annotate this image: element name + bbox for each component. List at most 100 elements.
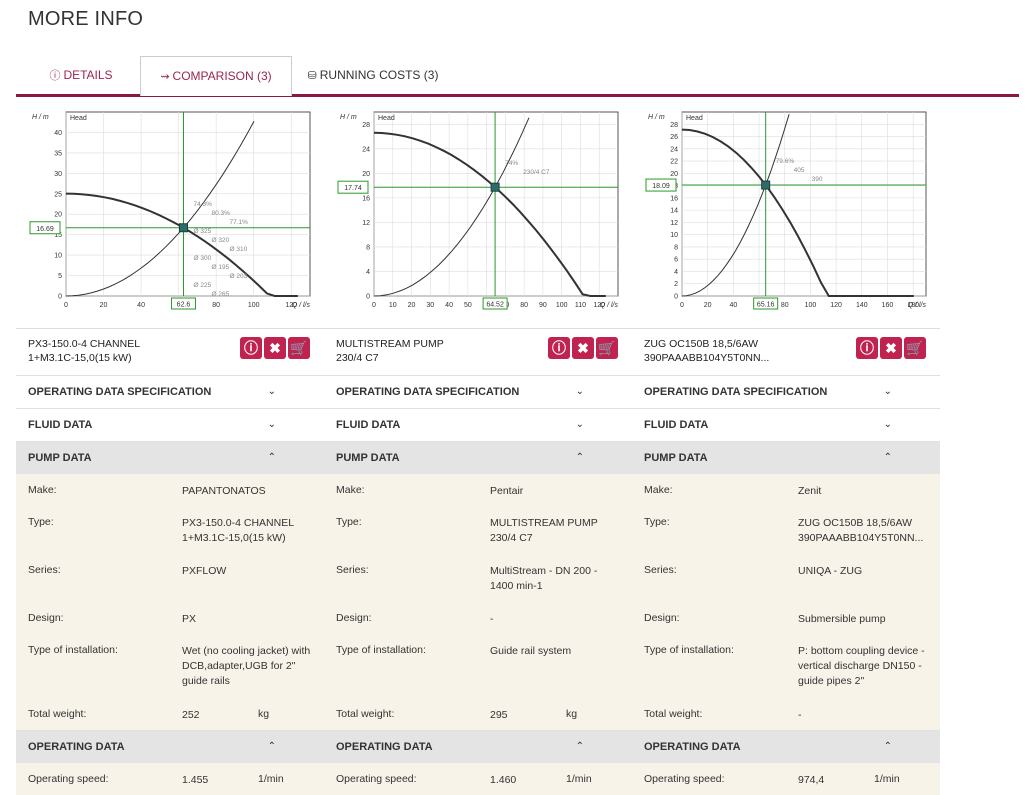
cart-button[interactable]: 🛒 <box>596 337 618 359</box>
x-tick-label: 80 <box>520 302 528 309</box>
field-value: Guide rail system <box>490 644 632 674</box>
y-tick-label: 2 <box>674 281 678 288</box>
operating-point <box>761 180 771 190</box>
section-operating-spec[interactable]: OPERATING DATA SPECIFICATION ⌄ <box>324 375 632 408</box>
curve-annotation: 405 <box>794 167 805 174</box>
chevron-down-icon: ⌄ <box>883 419 892 430</box>
row-design: Design: PX <box>16 602 324 634</box>
tab-comparison[interactable]: ⇝ COMPARISON (3) <box>140 56 292 96</box>
y-tick-label: 4 <box>366 269 370 276</box>
field-value: 1.455 <box>182 774 209 786</box>
section-label: PUMP DATA <box>336 452 400 464</box>
field-value: 974,4 <box>798 774 825 786</box>
row-series: Series: MultiStream - DN 200 - 1400 min-1 <box>324 554 632 602</box>
y-axis-label: H / m <box>340 114 357 121</box>
section-operating-spec[interactable]: OPERATING DATA SPECIFICATION ⌄ <box>16 375 324 408</box>
section-fluid[interactable]: FLUID DATA ⌄ <box>324 408 632 441</box>
install-line1: P: bottom coupling device - <box>798 645 925 657</box>
op-h-label: 17.74 <box>344 185 362 192</box>
field-label: Series: <box>644 564 677 576</box>
row-installation: Type of installation: Wet (no cooling jac… <box>16 634 324 698</box>
tab-comparison-label: COMPARISON (3) <box>172 69 272 83</box>
row-make: Make: Pentair <box>324 474 632 506</box>
row-speed: Operating speed: 1.460 1/min <box>324 763 632 795</box>
info-button[interactable]: ⓘ <box>240 337 262 359</box>
type-line1: ZUG OC150B 18,5/6AW <box>798 517 912 529</box>
head-curve <box>681 128 914 297</box>
field-value: Zenit <box>798 485 822 497</box>
type-line2: 1+M3.1C-15,0(15 kW) <box>182 532 286 544</box>
curve-annotation: 77.1% <box>229 219 248 226</box>
section-pump[interactable]: PUMP DATA ⌃ <box>324 441 632 474</box>
tab-details[interactable]: ⓘ DETAILS <box>26 56 136 94</box>
y-tick-label: 0 <box>366 294 370 301</box>
x-tick-label: 100 <box>556 302 568 309</box>
section-fluid[interactable]: FLUID DATA ⌄ <box>632 408 940 441</box>
pump-name: MULTISTREAM PUMP 230/4 C7 <box>336 337 536 365</box>
x-tick-label: 0 <box>64 302 68 309</box>
cart-button[interactable]: 🛒 <box>288 337 310 359</box>
field-value: P: bottom coupling device - vertical disc… <box>798 644 940 689</box>
op-h-box <box>645 178 677 192</box>
cart-button[interactable]: 🛒 <box>904 337 926 359</box>
field-value: PAPANTONATOS <box>182 485 266 497</box>
remove-button[interactable]: ✖ <box>880 337 902 359</box>
section-label: OPERATING DATA <box>28 741 125 753</box>
chevron-up-icon: ⌃ <box>575 741 584 752</box>
row-design: Design: Submersible pump <box>632 602 940 634</box>
y-tick-label: 4 <box>674 269 678 276</box>
row-series: Series: UNIQA - ZUG <box>632 554 940 602</box>
pump-column-1: PX3-150.0-4 CHANNEL 1+M3.1C-15,0(15 kW) ⓘ… <box>16 328 324 795</box>
series-line2: 1400 min-1 <box>490 580 543 592</box>
row-weight: Total weight: - <box>632 698 940 730</box>
field-value: PXFLOW <box>182 564 324 579</box>
field-label: Type: <box>28 516 54 528</box>
y-tick-label: 22 <box>670 159 678 166</box>
y-tick-label: 12 <box>362 220 370 227</box>
section-operating[interactable]: OPERATING DATA ⌃ <box>16 730 324 763</box>
field-value: PX <box>182 613 197 625</box>
chevron-down-icon: ⌄ <box>267 419 276 430</box>
y-tick-label: 20 <box>362 171 370 178</box>
plot-area <box>373 111 619 297</box>
pump-column-3: ZUG OC150B 18,5/6AW 390PAAABB104Y5T0NN...… <box>632 328 940 795</box>
field-label: Operating speed: <box>28 773 109 785</box>
row-type: Type: ZUG OC150B 18,5/6AW 390PAAABB104Y5T0… <box>632 506 940 554</box>
section-operating[interactable]: OPERATING DATA ⌃ <box>632 730 940 763</box>
y-tick-label: 25 <box>54 191 62 198</box>
pump-name-line2: 390PAAABB104Y5T0NN... <box>644 352 770 364</box>
y-tick-label: 10 <box>54 253 62 260</box>
row-design: Design: - <box>324 602 632 634</box>
y-tick-label: 8 <box>366 244 370 251</box>
pump-header: PX3-150.0-4 CHANNEL 1+M3.1C-15,0(15 kW) ⓘ… <box>16 328 324 375</box>
chevron-up-icon: ⌃ <box>883 452 892 463</box>
x-tick-label: 40 <box>445 302 453 309</box>
info-button[interactable]: ⓘ <box>548 337 570 359</box>
tab-running-costs[interactable]: ⛁ RUNNING COSTS (3) <box>298 56 448 94</box>
section-label: OPERATING DATA <box>644 741 741 753</box>
section-operating-spec[interactable]: OPERATING DATA SPECIFICATION ⌄ <box>632 375 940 408</box>
field-unit: 1/min <box>566 773 592 785</box>
remove-button[interactable]: ✖ <box>264 337 286 359</box>
info-button[interactable]: ⓘ <box>856 337 878 359</box>
chevron-down-icon: ⌄ <box>575 386 584 397</box>
remove-button[interactable]: ✖ <box>572 337 594 359</box>
type-line2: 390PAAABB104Y5T0NN... <box>798 532 924 544</box>
op-h-label: 16.69 <box>36 226 54 233</box>
operating-point <box>490 182 500 192</box>
series-line1: MultiStream - DN 200 - <box>490 565 598 577</box>
y-tick-label: 0 <box>674 294 678 301</box>
pump-column-2: MULTISTREAM PUMP 230/4 C7 ⓘ ✖ 🛒 OPERATING D… <box>324 328 632 795</box>
section-pump[interactable]: PUMP DATA ⌃ <box>632 441 940 474</box>
legend-label: Head <box>378 115 395 122</box>
y-tick-label: 20 <box>54 212 62 219</box>
tab-bar: ⓘ DETAILS ⇝ COMPARISON (3) ⛁ RUNNING COSTS … <box>16 56 1019 97</box>
type-line1: MULTISTREAM PUMP <box>490 517 598 529</box>
field-label: Design: <box>28 612 64 624</box>
costs-icon: ⛁ <box>307 70 317 82</box>
section-pump[interactable]: PUMP DATA ⌃ <box>16 441 324 474</box>
chart-svg-1: 0204060801001200510152025303540H / mQ / … <box>29 111 311 310</box>
section-operating[interactable]: OPERATING DATA ⌃ <box>324 730 632 763</box>
section-fluid[interactable]: FLUID DATA ⌄ <box>16 408 324 441</box>
pump-curve-chart-1: 0204060801001200510152025303540H / mQ / … <box>28 104 318 318</box>
